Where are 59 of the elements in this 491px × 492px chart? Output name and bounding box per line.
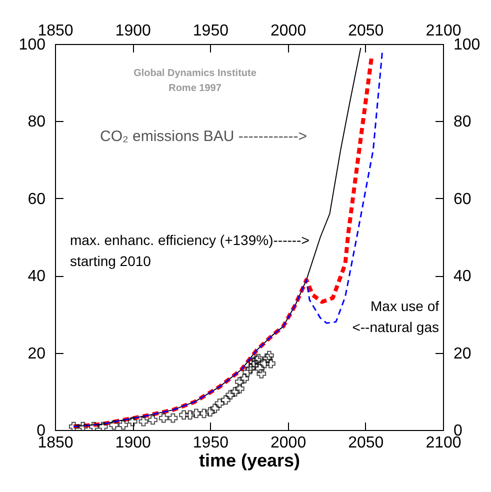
point <box>210 404 220 414</box>
point <box>262 354 272 364</box>
point <box>248 360 258 370</box>
x-tick-label: 2000 <box>270 434 306 452</box>
x2-tick-label: 2000 <box>270 22 306 40</box>
y2-tick-label: 40 <box>454 268 472 286</box>
point <box>226 390 236 400</box>
point <box>248 357 258 367</box>
point <box>246 364 256 374</box>
y2-tick-label: 60 <box>454 190 472 208</box>
annotation: max. enhanc. efficiency (+139%)------> starting 2010 <box>70 232 310 269</box>
x2-tick-label: 1850 <box>38 22 74 40</box>
point <box>199 408 209 418</box>
y-tick-label: 100 <box>18 36 46 54</box>
point <box>242 367 252 377</box>
y-tick-label: 20 <box>28 345 46 362</box>
x-axis-title: time (years) <box>198 450 300 470</box>
point <box>256 368 266 378</box>
x2-tick-label: 2050 <box>348 22 384 40</box>
point <box>221 395 230 405</box>
point <box>240 374 250 384</box>
point <box>168 413 178 423</box>
x2-tick-label: 2100 <box>426 22 462 40</box>
point <box>235 384 244 394</box>
x-tick-label: 2050 <box>348 434 384 452</box>
point <box>109 420 119 430</box>
point <box>148 415 158 425</box>
point <box>98 422 108 430</box>
annotation: CO₂ emissions BAU ------------> <box>100 128 308 145</box>
point <box>78 422 88 430</box>
point <box>255 364 265 374</box>
point <box>89 422 98 430</box>
x2-tick-label: 1950 <box>192 22 229 40</box>
point <box>192 408 201 418</box>
x2-tick-label: 1900 <box>115 22 151 40</box>
point <box>214 398 224 408</box>
y-tick-label: 60 <box>28 190 46 208</box>
y-tick-label: 80 <box>28 114 46 131</box>
point <box>179 410 188 420</box>
point <box>235 377 244 386</box>
y2-tick-label: 20 <box>454 345 472 362</box>
x-tick-label: 1900 <box>115 434 151 452</box>
point <box>230 387 240 396</box>
point <box>260 358 270 368</box>
point <box>128 416 138 426</box>
point <box>118 420 128 430</box>
point <box>185 410 195 420</box>
y2-tick-label: 80 <box>454 114 472 131</box>
point <box>138 416 148 426</box>
point <box>264 350 274 360</box>
point <box>68 422 78 430</box>
y2-tick-label: 100 <box>454 36 480 54</box>
point <box>158 413 168 423</box>
annotation: Global Dynamics Institute Rome 1997 <box>134 68 257 94</box>
y-tick-label: 40 <box>28 268 46 286</box>
x-tick-label: 1950 <box>192 434 229 452</box>
annotation: Max use of <--natural gas <box>352 298 440 335</box>
point <box>266 358 276 368</box>
point <box>206 407 215 417</box>
